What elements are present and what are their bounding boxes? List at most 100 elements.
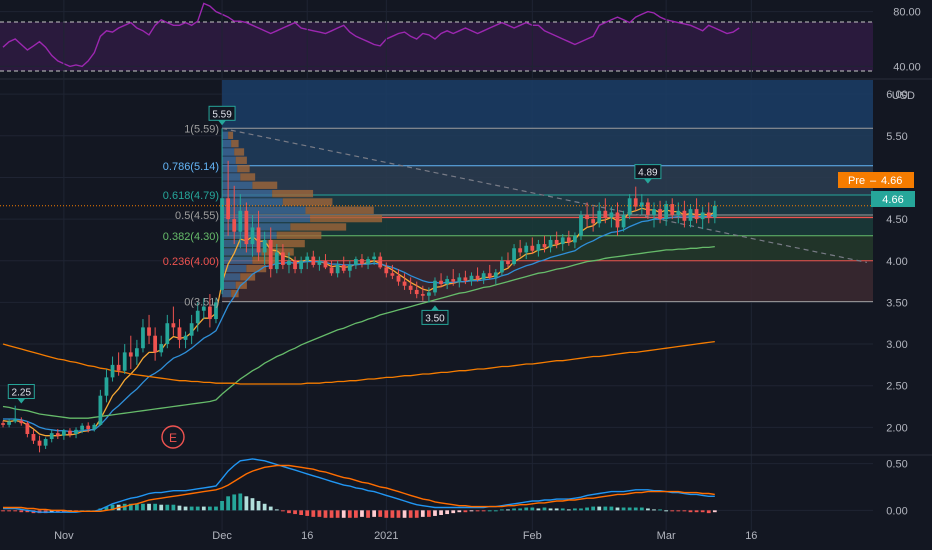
candle-body[interactable] <box>609 212 614 218</box>
candle-body[interactable] <box>177 327 182 340</box>
candle-body[interactable] <box>55 433 60 436</box>
candle-body[interactable] <box>597 210 602 224</box>
candle-body[interactable] <box>481 273 486 280</box>
candle-body[interactable] <box>414 289 419 295</box>
candle-body[interactable] <box>335 264 340 274</box>
candle-body[interactable] <box>487 273 492 278</box>
price-axis[interactable]: 6.005.505.004.504.003.503.002.502.00 <box>886 89 907 434</box>
candle-body[interactable] <box>110 364 115 378</box>
candle-body[interactable] <box>317 260 322 265</box>
candle-body[interactable] <box>627 198 632 215</box>
candle-body[interactable] <box>201 306 206 311</box>
candle-body[interactable] <box>566 237 571 243</box>
candle-body[interactable] <box>49 433 54 440</box>
candle-body[interactable] <box>439 280 443 285</box>
candle-body[interactable] <box>603 210 608 218</box>
candle-body[interactable] <box>19 420 24 424</box>
candle-body[interactable] <box>585 214 589 220</box>
earnings-marker[interactable]: E <box>161 425 185 449</box>
candle-body[interactable] <box>220 198 224 290</box>
candle-body[interactable] <box>402 281 407 286</box>
candle-body[interactable] <box>706 212 711 218</box>
candle-body[interactable] <box>153 335 158 353</box>
candle-body[interactable] <box>548 239 553 248</box>
candle-body[interactable] <box>573 235 577 243</box>
candle-body[interactable] <box>207 306 212 320</box>
candle-body[interactable] <box>141 327 145 349</box>
candle-body[interactable] <box>633 198 638 207</box>
candle-body[interactable] <box>500 260 504 273</box>
candle-body[interactable] <box>445 279 450 285</box>
candle-body[interactable] <box>226 198 231 220</box>
candle-body[interactable] <box>682 210 687 221</box>
candle-body[interactable] <box>420 294 425 296</box>
candle-body[interactable] <box>427 292 431 296</box>
candle-body[interactable] <box>579 214 583 236</box>
candle-body[interactable] <box>390 273 395 276</box>
candle-body[interactable] <box>262 239 267 253</box>
candle-body[interactable] <box>688 209 693 221</box>
candle-body[interactable] <box>354 259 358 265</box>
candle-body[interactable] <box>676 210 681 215</box>
candle-body[interactable] <box>238 210 243 232</box>
candle-body[interactable] <box>554 239 559 245</box>
candle-body[interactable] <box>658 209 662 220</box>
candle-body[interactable] <box>512 248 516 265</box>
candle-body[interactable] <box>506 260 510 265</box>
candle-body[interactable] <box>7 421 12 425</box>
time-axis[interactable]: Nov Dec 16 2021 Feb Mar 16 <box>54 530 757 542</box>
candle-body[interactable] <box>469 275 474 281</box>
candle-body[interactable] <box>122 352 127 371</box>
candle-body[interactable] <box>171 323 176 328</box>
candle-body[interactable] <box>463 277 468 281</box>
candle-body[interactable] <box>457 277 462 282</box>
candle-body[interactable] <box>530 245 535 251</box>
candle-body[interactable] <box>43 439 48 446</box>
candle-body[interactable] <box>652 209 656 215</box>
candle-body[interactable] <box>98 395 103 425</box>
candle-body[interactable] <box>293 260 297 270</box>
candle-body[interactable] <box>134 348 139 357</box>
candle-body[interactable] <box>536 244 541 251</box>
candle-body[interactable] <box>518 248 523 253</box>
candle-body[interactable] <box>700 212 705 220</box>
candle-body[interactable] <box>646 202 650 215</box>
candle-body[interactable] <box>165 323 170 345</box>
candle-body[interactable] <box>560 237 565 245</box>
candle-body[interactable] <box>159 344 164 353</box>
candle-body[interactable] <box>311 256 316 265</box>
candle-body[interactable] <box>1 423 5 425</box>
candle-body[interactable] <box>189 323 194 336</box>
candle-body[interactable] <box>128 352 133 357</box>
candle-body[interactable] <box>116 364 121 371</box>
rsi-panel[interactable]: 80.00 40.00 <box>0 2 921 73</box>
candle-body[interactable] <box>621 214 626 228</box>
candle-body[interactable] <box>360 259 364 265</box>
candle-body[interactable] <box>451 279 456 282</box>
candle-body[interactable] <box>372 256 377 260</box>
candle-body[interactable] <box>74 429 78 435</box>
candle-body[interactable] <box>80 425 85 430</box>
candle-body[interactable] <box>408 285 413 290</box>
candle-body[interactable] <box>299 260 304 270</box>
candle-body[interactable] <box>347 264 352 271</box>
candle-body[interactable] <box>37 440 42 446</box>
candlesticks[interactable] <box>1 128 717 453</box>
trend-line[interactable] <box>221 127 868 264</box>
candle-body[interactable] <box>694 209 699 220</box>
candle-body[interactable] <box>147 327 151 336</box>
candle-body[interactable] <box>92 424 97 430</box>
macd-panel[interactable]: 0.50 0.00 <box>0 458 908 518</box>
candle-body[interactable] <box>329 267 334 274</box>
candle-body[interactable] <box>433 280 437 293</box>
candle-body[interactable] <box>639 202 644 207</box>
candle-body[interactable] <box>274 252 279 270</box>
candle-body[interactable] <box>366 259 370 265</box>
fibonacci-retracement[interactable] <box>222 80 874 303</box>
candle-body[interactable] <box>323 260 328 268</box>
candle-body[interactable] <box>341 264 346 271</box>
candle-body[interactable] <box>475 275 480 280</box>
candle-body[interactable] <box>281 252 285 265</box>
candle-body[interactable] <box>25 423 30 435</box>
candle-body[interactable] <box>195 310 200 324</box>
